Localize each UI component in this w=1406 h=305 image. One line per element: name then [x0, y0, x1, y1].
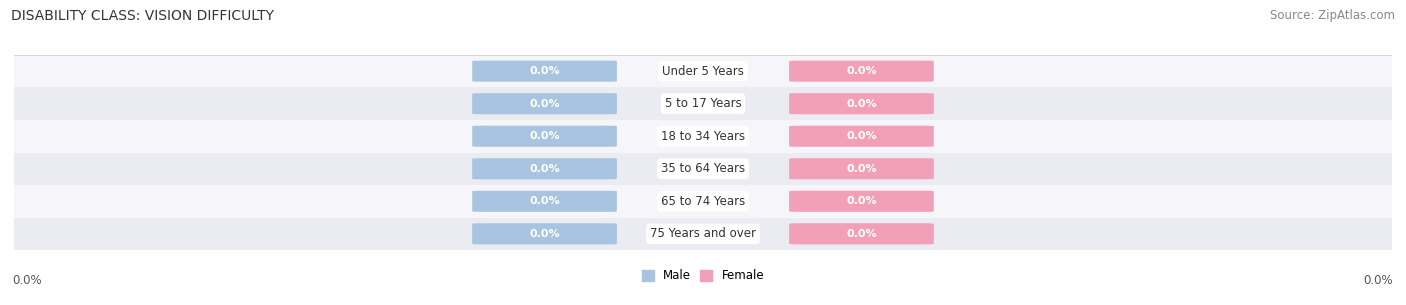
Text: 0.0%: 0.0%	[846, 229, 877, 239]
Text: 0.0%: 0.0%	[846, 131, 877, 141]
Text: 0.0%: 0.0%	[529, 164, 560, 174]
FancyBboxPatch shape	[789, 126, 934, 147]
FancyBboxPatch shape	[789, 93, 934, 114]
Text: Under 5 Years: Under 5 Years	[662, 65, 744, 78]
FancyBboxPatch shape	[789, 61, 934, 82]
FancyBboxPatch shape	[472, 93, 617, 114]
Text: 65 to 74 Years: 65 to 74 Years	[661, 195, 745, 208]
Text: 75 Years and over: 75 Years and over	[650, 227, 756, 240]
FancyBboxPatch shape	[472, 191, 617, 212]
Bar	[14, 88, 1392, 120]
Text: 18 to 34 Years: 18 to 34 Years	[661, 130, 745, 143]
Bar	[14, 217, 1392, 250]
Bar	[14, 120, 1392, 152]
FancyBboxPatch shape	[472, 223, 617, 244]
Text: Source: ZipAtlas.com: Source: ZipAtlas.com	[1270, 9, 1395, 22]
Legend: Male, Female: Male, Female	[637, 265, 769, 287]
Bar	[14, 185, 1392, 217]
Text: DISABILITY CLASS: VISION DIFFICULTY: DISABILITY CLASS: VISION DIFFICULTY	[11, 9, 274, 23]
Text: 0.0%: 0.0%	[1364, 274, 1393, 286]
FancyBboxPatch shape	[472, 126, 617, 147]
FancyBboxPatch shape	[789, 158, 934, 179]
Text: 0.0%: 0.0%	[846, 196, 877, 206]
Bar	[14, 152, 1392, 185]
Text: 35 to 64 Years: 35 to 64 Years	[661, 162, 745, 175]
FancyBboxPatch shape	[789, 223, 934, 244]
Text: 5 to 17 Years: 5 to 17 Years	[665, 97, 741, 110]
Text: 0.0%: 0.0%	[529, 196, 560, 206]
Text: 0.0%: 0.0%	[846, 164, 877, 174]
Text: 0.0%: 0.0%	[529, 131, 560, 141]
FancyBboxPatch shape	[789, 191, 934, 212]
FancyBboxPatch shape	[472, 61, 617, 82]
Text: 0.0%: 0.0%	[529, 229, 560, 239]
FancyBboxPatch shape	[472, 158, 617, 179]
Text: 0.0%: 0.0%	[13, 274, 42, 286]
Text: 0.0%: 0.0%	[846, 99, 877, 109]
Text: 0.0%: 0.0%	[529, 99, 560, 109]
Text: 0.0%: 0.0%	[846, 66, 877, 76]
Bar	[14, 55, 1392, 88]
Text: 0.0%: 0.0%	[529, 66, 560, 76]
